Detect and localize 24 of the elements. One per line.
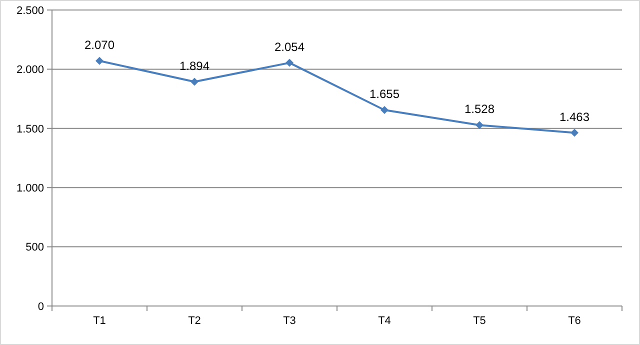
text: 1.655 [369,87,400,102]
point [96,56,104,65]
point [286,58,294,67]
text: 1.894 [179,58,210,73]
point [190,78,198,86]
y-tick-label: 500 [26,242,44,254]
x-tick-label: T1 [93,315,106,327]
text: 2.054 [274,40,305,54]
x-tick-label: T3 [283,315,296,327]
text: 2.070 [84,38,115,52]
y-tick-label: 2.000 [16,64,44,76]
x-tick-label: T6 [568,315,581,327]
point [476,121,484,130]
point [380,106,388,114]
x-tick-label: T5 [473,315,486,327]
point [570,128,578,137]
x-tick-label: T4 [378,315,391,327]
y-tick-label: 1.000 [16,182,44,194]
y-tick-label: 1.500 [16,123,44,136]
y-tick-label: 0 [38,300,44,313]
text: 1.528 [464,102,495,116]
text: 1.463 [559,110,590,124]
x-tick-label: T2 [188,315,201,327]
y-tick-label: 2.500 [16,4,44,17]
